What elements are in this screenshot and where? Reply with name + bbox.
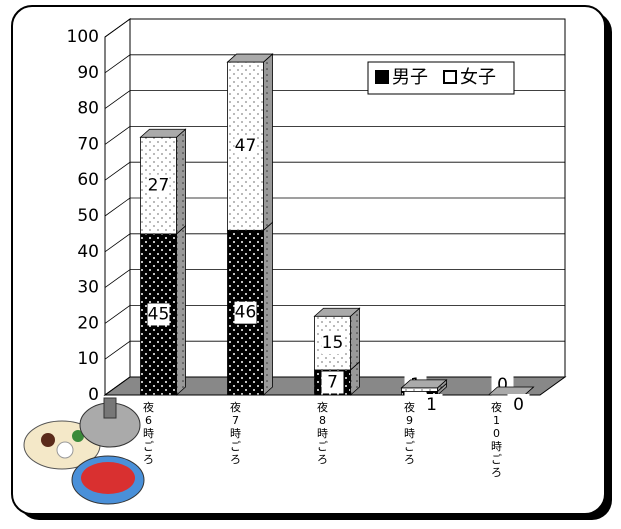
y-tick-label: 20 xyxy=(77,313,99,333)
value-label-bg xyxy=(321,371,344,394)
bar-top xyxy=(400,379,448,389)
grid-line xyxy=(104,18,565,38)
y-tick-label: 50 xyxy=(77,206,99,226)
value-label-bg xyxy=(234,301,257,324)
y-tick-label: 40 xyxy=(77,242,99,262)
bar-segment xyxy=(401,387,438,392)
grid-line xyxy=(104,340,565,360)
y-tick-label: 80 xyxy=(77,99,99,119)
y-tick-label: 0 xyxy=(88,385,99,405)
bar-top xyxy=(139,128,187,138)
food-illustration xyxy=(23,397,145,505)
bar-top xyxy=(226,53,274,63)
bar-side xyxy=(263,221,273,396)
value-label: 45 xyxy=(148,304,170,324)
grid-line xyxy=(104,197,565,217)
y-tick-label: 30 xyxy=(77,278,99,298)
x-tick-label: 夜 6 時ごろ xyxy=(143,400,154,466)
grid-line xyxy=(104,304,565,324)
y-tick-label: 100 xyxy=(67,27,99,47)
grid-line xyxy=(104,54,565,74)
x-tick-label: 夜 7 時ごろ xyxy=(230,400,241,466)
value-label: 47 xyxy=(235,136,257,156)
x-tick-label: 夜 9 時ごろ xyxy=(404,400,415,466)
value-label: 0 xyxy=(513,395,524,415)
bar-side xyxy=(350,307,360,371)
value-label: 27 xyxy=(148,176,170,196)
value-label-bg xyxy=(147,174,170,197)
value-label: 15 xyxy=(322,333,344,353)
legend-swatch xyxy=(375,70,389,84)
x-tick-label: 夜 1 0 時ごろ xyxy=(491,400,502,479)
value-label-bg xyxy=(321,332,344,355)
value-label: 46 xyxy=(235,303,257,323)
grid-line xyxy=(104,126,565,145)
grid-line xyxy=(104,233,565,253)
x-tick-label: 夜 8 時ごろ xyxy=(317,400,328,466)
y-tick-label: 90 xyxy=(77,63,99,83)
grid-line xyxy=(104,269,565,288)
value-label-bg xyxy=(420,394,443,416)
value-label: 7 xyxy=(327,372,338,392)
legend-swatch xyxy=(443,70,457,84)
value-label-bg xyxy=(507,394,530,416)
value-label: 1 xyxy=(426,395,437,415)
legend-label: 女子 xyxy=(460,67,496,88)
bar-side xyxy=(263,53,273,232)
bar-top xyxy=(313,307,361,317)
bar-side xyxy=(176,225,186,396)
y-tick-label: 70 xyxy=(77,134,99,154)
value-label-bg xyxy=(234,135,257,158)
value-label: 0 xyxy=(497,375,508,395)
value-label-bg xyxy=(147,303,170,326)
y-tick-label: 10 xyxy=(77,349,99,369)
y-tick-label: 60 xyxy=(77,170,99,190)
legend-label: 男子 xyxy=(392,67,428,88)
legend-box xyxy=(367,61,515,95)
grid-line xyxy=(104,161,565,181)
bar-side xyxy=(176,128,186,235)
